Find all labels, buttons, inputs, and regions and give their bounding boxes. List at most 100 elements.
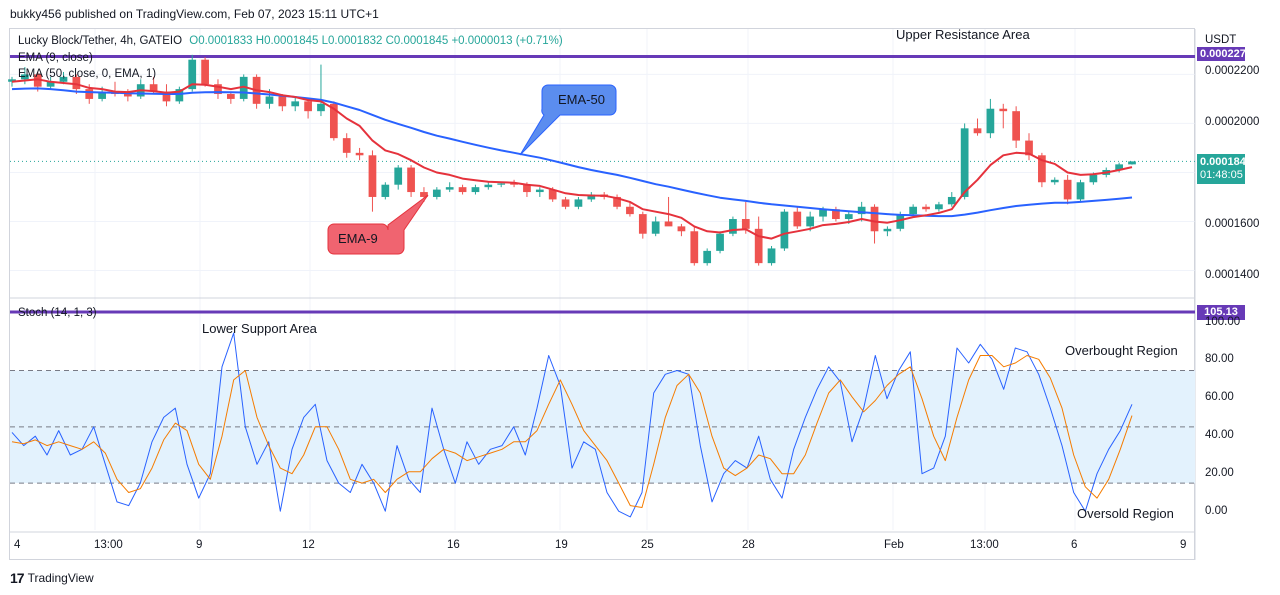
candle-body	[329, 103, 338, 139]
legend-symbol[interactable]: Lucky Block/Tether, 4h, GATEIO	[18, 35, 183, 47]
candle-body	[587, 194, 596, 200]
candle-body	[883, 228, 892, 232]
candle-body	[265, 96, 274, 104]
candle-body	[72, 76, 81, 90]
legend-ohlc: O0.0001833 H0.0001845 L0.0001832 C0.0001…	[189, 35, 563, 47]
candle-body	[741, 219, 750, 229]
candle-body	[304, 101, 312, 112]
last-price-tag: 0.0001845 01:48:05	[1197, 154, 1252, 184]
candle-body	[175, 89, 184, 102]
candle-body	[651, 221, 660, 234]
footer-brand[interactable]: TradingView	[27, 571, 94, 585]
candle-body	[535, 189, 544, 193]
ema50-callout-label: EMA-50	[558, 92, 605, 107]
candle-body	[1050, 179, 1059, 183]
candle-body	[368, 155, 377, 197]
currency-label: USDT	[1205, 34, 1237, 46]
candle-body	[999, 108, 1008, 112]
candle-body	[471, 187, 480, 193]
countdown: 01:48:05	[1200, 169, 1243, 181]
oversold-annotation: Oversold Region	[1077, 506, 1174, 521]
time-tick: Feb	[884, 539, 904, 551]
candle-body	[162, 91, 171, 102]
footer: 17 TradingView	[10, 570, 94, 586]
candle-body	[85, 89, 94, 99]
candle-body	[278, 96, 287, 107]
candle-body	[561, 199, 570, 207]
candle-body	[548, 189, 557, 200]
stoch-tick: 40.00	[1205, 429, 1234, 441]
candle-body	[638, 214, 647, 234]
candle-body	[896, 214, 905, 229]
candle-body	[922, 206, 930, 210]
candle-body	[46, 81, 55, 87]
candle-body	[149, 84, 158, 92]
stoch-k-line	[11, 332, 1133, 518]
candle-body	[947, 196, 956, 205]
time-tick: 16	[447, 539, 460, 551]
overbought-annotation: Overbought Region	[1065, 343, 1178, 358]
candle-body	[626, 206, 634, 215]
price-tick: 0.0001400	[1205, 269, 1260, 281]
candle-body	[793, 211, 802, 227]
time-tick: 6	[1071, 539, 1078, 551]
tradingview-logo-icon[interactable]: 17	[10, 570, 25, 586]
candle-body	[857, 206, 866, 215]
candle-body	[819, 209, 827, 217]
candle-body	[716, 233, 724, 251]
candle-body	[1012, 111, 1020, 141]
candle-body	[729, 219, 737, 234]
price-tick: 0.0002000	[1205, 116, 1260, 128]
candle-body	[291, 101, 300, 107]
candle-body	[214, 84, 222, 95]
candle-body	[381, 184, 390, 197]
price-tick: 0.0001600	[1205, 218, 1260, 230]
upper-resistance-annotation: Upper Resistance Area	[896, 27, 1030, 42]
candle-body	[445, 187, 454, 190]
time-tick: 19	[555, 539, 568, 551]
candle-body	[1025, 140, 1033, 156]
time-tick: 25	[641, 539, 654, 551]
candle-body	[8, 79, 16, 82]
ema9-callout-label: EMA-9	[338, 231, 378, 246]
candle-body	[497, 183, 506, 185]
candle-body	[1076, 182, 1085, 200]
candle-body	[523, 184, 531, 193]
candle-body	[98, 91, 106, 99]
time-tick: 12	[302, 539, 315, 551]
candle-body	[432, 189, 441, 197]
legend-ema9[interactable]: EMA (9, close)	[18, 52, 93, 64]
last-price: 0.0001845	[1200, 156, 1252, 168]
candle-body	[1089, 174, 1098, 183]
legend-stoch[interactable]: Stoch (14, 1, 3)	[18, 307, 97, 319]
candle-body	[703, 250, 712, 264]
stoch-d-line	[11, 355, 1133, 508]
legend-ema50[interactable]: EMA (50, close, 0, EMA, 1)	[18, 68, 157, 80]
candle-body	[458, 187, 467, 193]
candle-body	[780, 211, 789, 249]
candle-body	[355, 152, 364, 156]
stoch-tick: 20.00	[1205, 467, 1234, 479]
stoch-band	[10, 370, 1195, 484]
stoch-tag: 105.13	[1197, 305, 1245, 320]
stoch-tick: 80.00	[1205, 353, 1234, 365]
ema9-callout-bubble	[327, 194, 429, 255]
time-tick: 4	[14, 539, 21, 551]
candle-body	[21, 74, 29, 80]
candle-body	[870, 206, 879, 232]
ema50-callout-bubble	[519, 84, 617, 156]
publisher-header: bukky456 published on TradingView.com, F…	[10, 7, 379, 21]
candle-body	[201, 59, 209, 85]
candle-body	[677, 226, 686, 232]
stoch-tick: 60.00	[1205, 391, 1234, 403]
candle-body	[664, 221, 673, 227]
lower-support-annotation: Lower Support Area	[202, 321, 317, 336]
ema50-line	[11, 87, 1133, 218]
candle-body	[33, 74, 42, 87]
candle-body	[394, 167, 403, 185]
time-tick: 9	[196, 539, 203, 551]
candle-body	[1063, 179, 1072, 200]
candle-body	[909, 206, 918, 215]
candle-body	[754, 228, 763, 264]
candle-body	[935, 204, 943, 210]
